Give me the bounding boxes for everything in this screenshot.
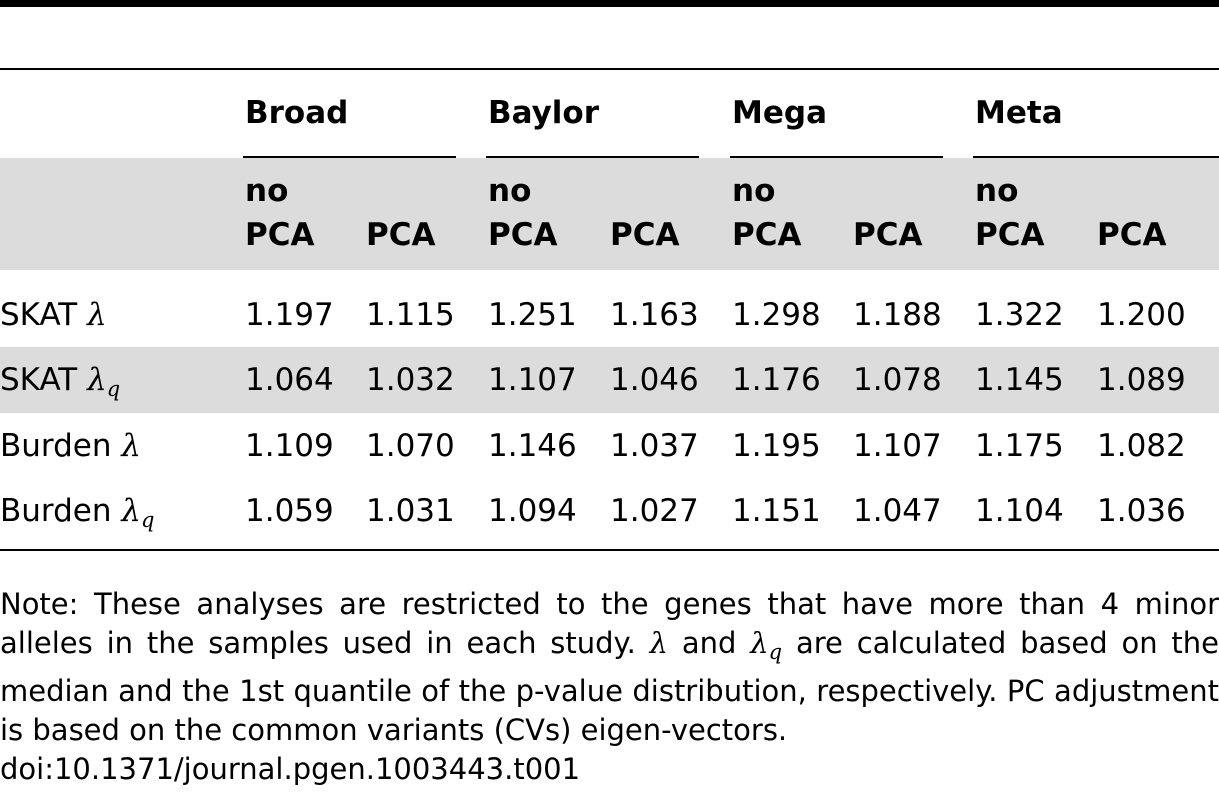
table-cell: 1.298 (732, 297, 821, 333)
table-cell: 1.107 (853, 428, 942, 464)
table-cell: 1.251 (488, 297, 577, 333)
table-cell: 1.145 (975, 362, 1064, 398)
subheader-no-pca-bottom: PCA (975, 217, 1045, 253)
group-underline-broad (243, 156, 456, 158)
group-meta: Meta (975, 95, 1063, 131)
group-broad: Broad (245, 95, 349, 131)
row-label-burden-lambda: Burden λ (0, 428, 142, 464)
table-cell: 1.107 (488, 362, 577, 398)
subheader-pca: PCA (366, 217, 436, 253)
subheader-no-pca-bottom: PCA (488, 217, 558, 253)
subheader-pca: PCA (853, 217, 923, 253)
subheader-pca: PCA (1097, 217, 1167, 253)
table-cell: 1.031 (366, 493, 455, 529)
table-cell: 1.197 (245, 297, 334, 333)
table-cell: 1.322 (975, 297, 1064, 333)
row-label-skat-lambda-q: SKAT λq (0, 362, 121, 401)
table-cell: 1.176 (732, 362, 821, 398)
subheader-shading (0, 158, 1219, 270)
group-baylor: Baylor (488, 95, 600, 131)
row-shading (0, 347, 1219, 413)
doi-text: doi:10.1371/journal.pgen.1003443.t001 (0, 752, 581, 786)
table-cell: 1.089 (1097, 362, 1186, 398)
subheader-no-pca-top: no (732, 173, 776, 209)
group-underline-mega (730, 156, 943, 158)
table-top-rule (0, 68, 1219, 70)
table-cell: 1.109 (245, 428, 334, 464)
group-mega: Mega (732, 95, 827, 131)
subheader-no-pca-top: no (975, 173, 1019, 209)
subheader-no-pca-top: no (488, 173, 532, 209)
table-cell: 1.078 (853, 362, 942, 398)
table-cell: 1.200 (1097, 297, 1186, 333)
subheader-no-pca-top: no (245, 173, 289, 209)
table-cell: 1.082 (1097, 428, 1186, 464)
table-cell: 1.175 (975, 428, 1064, 464)
table-bottom-rule (0, 549, 1219, 551)
table-footnote: Note: These analyses are restricted to t… (0, 585, 1219, 789)
table-cell: 1.104 (975, 493, 1064, 529)
subheader-no-pca-bottom: PCA (732, 217, 802, 253)
table-cell: 1.163 (610, 297, 699, 333)
table-cell: 1.027 (610, 493, 699, 529)
row-label-burden-lambda-q: Burden λq (0, 493, 155, 532)
table-cell: 1.037 (610, 428, 699, 464)
table-cell: 1.188 (853, 297, 942, 333)
table-cell: 1.064 (245, 362, 334, 398)
table-cell: 1.070 (366, 428, 455, 464)
footnote-text: Note: These analyses are restricted to t… (0, 587, 1219, 747)
table-cell: 1.046 (610, 362, 699, 398)
table-cell: 1.115 (366, 297, 455, 333)
table-cell: 1.059 (245, 493, 334, 529)
table-cell: 1.047 (853, 493, 942, 529)
top-thick-rule (0, 0, 1219, 7)
table-cell: 1.032 (366, 362, 455, 398)
table-cell: 1.036 (1097, 493, 1186, 529)
subheader-no-pca-bottom: PCA (245, 217, 315, 253)
group-underline-meta (973, 156, 1219, 158)
group-underline-baylor (486, 156, 699, 158)
subheader-pca: PCA (610, 217, 680, 253)
table-cell: 1.094 (488, 493, 577, 529)
table-cell: 1.195 (732, 428, 821, 464)
table-cell: 1.146 (488, 428, 577, 464)
row-label-skat-lambda: SKAT λ (0, 297, 107, 333)
table-cell: 1.151 (732, 493, 821, 529)
